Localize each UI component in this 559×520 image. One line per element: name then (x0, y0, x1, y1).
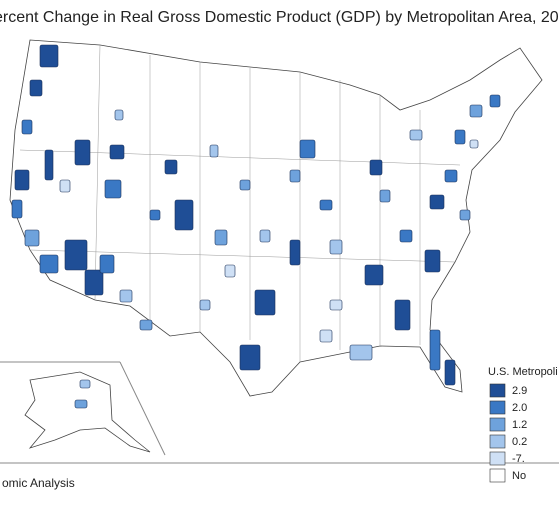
metro-area (39, 254, 59, 274)
legend-swatch (489, 468, 506, 483)
metro-area (424, 249, 441, 273)
metro-area (369, 159, 383, 176)
legend-label: 1.2 (512, 419, 527, 431)
metro-area (364, 264, 384, 286)
metro-area (59, 179, 71, 193)
metro-area (239, 179, 251, 191)
metro-area (429, 329, 441, 371)
metro-area (289, 239, 301, 266)
metro-area (24, 229, 40, 247)
metro-area (429, 194, 445, 210)
metro-area (64, 239, 88, 271)
metro-area (379, 189, 391, 203)
map-title: ercent Change in Real Gross Domestic Pro… (0, 9, 559, 26)
metro-area (489, 94, 501, 108)
metro-area (394, 299, 411, 331)
metro-area (21, 119, 33, 135)
metro-area (44, 149, 54, 181)
metro-area (214, 229, 228, 246)
metro-area (139, 319, 153, 331)
metro-area (174, 199, 194, 231)
alaska-outline (24, 371, 151, 453)
metro-area (349, 344, 373, 361)
metro-area (104, 179, 122, 199)
legend-swatch (489, 434, 506, 449)
metro-area (99, 254, 115, 274)
metro-area (14, 169, 30, 191)
legend-swatch (489, 383, 506, 398)
metro-area (74, 399, 88, 409)
legend: 2.9 2.0 1.2 0.2 -7. No (489, 383, 527, 483)
metro-area (84, 269, 104, 296)
metro-area (329, 299, 343, 311)
metro-area (444, 359, 456, 386)
metro-area (329, 239, 343, 255)
metro-area (199, 299, 211, 311)
metro-area (149, 209, 161, 221)
metro-area (469, 139, 479, 149)
metro-area (459, 209, 471, 221)
legend-label: 2.9 (512, 385, 527, 397)
metro-area (454, 129, 466, 145)
metro-area (399, 229, 413, 243)
metro-area (224, 264, 236, 278)
legend-swatch (489, 400, 506, 415)
footer-source: omic Analysis (2, 476, 75, 490)
metro-area (79, 379, 91, 389)
metro-area (109, 144, 125, 160)
metro-area (239, 344, 261, 371)
metro-area (299, 139, 316, 159)
metro-area (254, 289, 276, 316)
legend-swatch (489, 451, 506, 466)
metro-area (319, 199, 333, 211)
metro-area (469, 104, 483, 118)
metro-area (289, 169, 301, 183)
metro-area (259, 229, 271, 243)
metro-areas (11, 44, 501, 409)
metro-area (319, 329, 333, 343)
metro-area (444, 169, 458, 183)
inset-border (119, 361, 166, 456)
metro-area (209, 144, 219, 158)
metro-area (409, 129, 423, 141)
state-borders (19, 44, 461, 362)
metro-area (114, 109, 124, 121)
metro-area (119, 289, 133, 303)
metro-area (29, 79, 43, 97)
legend-label: No (512, 470, 526, 482)
legend-title: U.S. Metropoli (488, 366, 558, 378)
legend-label: -7. (512, 453, 525, 465)
legend-label: 0.2 (512, 436, 527, 448)
metro-area (11, 199, 23, 219)
metro-area (164, 159, 178, 175)
legend-label: 2.0 (512, 402, 527, 414)
legend-swatch (489, 417, 506, 432)
metro-area (74, 139, 91, 166)
metro-area (39, 44, 59, 68)
